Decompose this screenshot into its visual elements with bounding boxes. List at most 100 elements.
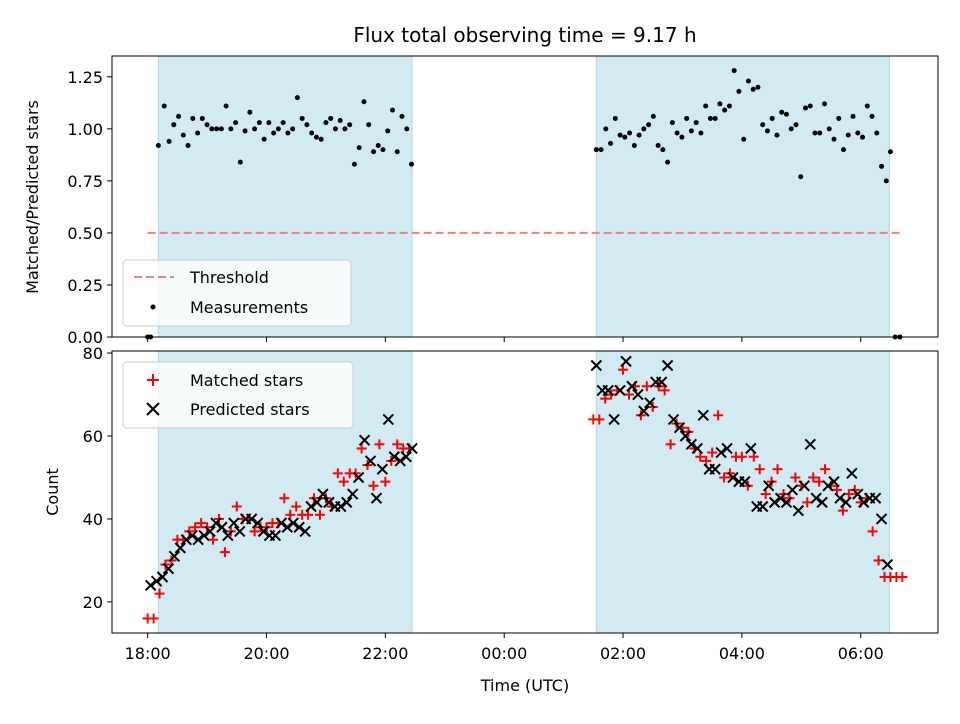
matched-star-marker: [219, 547, 230, 558]
x-tick-label: 04:00: [719, 644, 765, 663]
predicted-star-marker: [382, 413, 395, 426]
bottom-y-axis-label: Count: [43, 468, 62, 516]
matched-star-marker: [772, 464, 783, 475]
measurement-point: [408, 161, 414, 167]
predicted-star-marker: [287, 517, 299, 529]
y-tick-label: 0.25: [67, 276, 103, 295]
predicted-star-marker: [186, 529, 198, 542]
predicted-star-marker: [602, 384, 614, 397]
matched-star-marker: [897, 572, 908, 583]
predicted-star-marker: [780, 496, 793, 509]
predicted-legend-marker: [146, 402, 160, 416]
measurement-point: [612, 115, 618, 121]
matched-star-marker: [600, 393, 611, 404]
measurement-point: [598, 147, 604, 153]
measurement-point: [256, 120, 262, 126]
predicted-star-marker: [234, 525, 246, 538]
predicted-star-marker: [406, 442, 418, 455]
measurement-point: [247, 109, 253, 115]
predicted-star-marker: [180, 533, 192, 546]
matched-legend-label: Matched stars: [190, 371, 303, 390]
y-tick-label: 0.75: [67, 172, 103, 191]
predicted-star-marker: [222, 529, 234, 542]
measurement-point: [717, 101, 723, 107]
measurement-point: [855, 130, 861, 136]
matched-star-marker: [641, 381, 652, 392]
predicted-star-marker: [691, 442, 704, 455]
predicted-star-marker: [174, 542, 187, 554]
measurement-point: [218, 126, 224, 132]
measurement-point: [831, 136, 837, 142]
measurement-point: [313, 134, 319, 140]
measurement-point: [793, 122, 799, 128]
measurement-point: [712, 115, 718, 121]
predicted-star-marker: [216, 521, 228, 533]
measurement-point: [821, 101, 827, 107]
measurement-point: [860, 134, 866, 140]
x-tick-label: 22:00: [362, 644, 408, 663]
predicted-star-marker: [792, 504, 805, 517]
predicted-star-marker: [822, 480, 834, 492]
predicted-star-marker: [721, 442, 733, 455]
measurement-point: [698, 130, 704, 136]
measurement-point: [693, 120, 699, 126]
predicted-legend-label: Predicted stars: [190, 400, 310, 419]
matched-star-marker: [760, 489, 771, 500]
x-axis-label: Time (UTC): [480, 676, 569, 695]
matched-star-marker: [808, 472, 819, 483]
measurement-point: [237, 159, 243, 165]
predicted-star-marker: [673, 422, 686, 434]
predicted-star-marker: [638, 405, 650, 417]
measurement-point: [679, 134, 685, 140]
x-tick-label: 00:00: [481, 644, 527, 663]
matched-star-marker: [831, 484, 842, 495]
matched-star-marker: [303, 509, 314, 520]
measurement-point: [171, 122, 177, 128]
ratio-panel: 0.00 0.25 0.50 0.75 1.00 1.25 Flux total obse…: [23, 23, 939, 347]
measurement-point: [351, 161, 357, 167]
predicted-star-marker: [858, 496, 870, 509]
measurement-point: [242, 128, 248, 134]
predicted-star-marker: [364, 455, 377, 467]
measurement-point: [883, 178, 889, 184]
x-tick-label: 02:00: [600, 644, 646, 663]
predicted-star-marker: [257, 525, 270, 538]
measurement-point: [285, 130, 291, 136]
predicted-star-marker: [632, 388, 644, 401]
measurement-point: [252, 126, 258, 132]
predicted-star-marker: [655, 376, 668, 388]
bottom-legend: Matched stars Predicted stars: [122, 361, 354, 429]
predicted-star-marker: [756, 500, 769, 513]
predicted-star-marker: [774, 492, 787, 504]
measurement-point: [304, 122, 310, 128]
measurement-point: [608, 140, 614, 146]
predicted-star-marker: [881, 558, 894, 571]
measurement-point: [190, 115, 196, 121]
predicted-star-marker: [192, 533, 204, 546]
predicted-star-marker: [400, 451, 412, 463]
measurement-point: [394, 149, 400, 155]
matched-star-marker: [695, 451, 706, 462]
measurement-point: [646, 122, 652, 128]
measurement-point: [271, 130, 277, 136]
measurement-point: [399, 113, 405, 119]
measurement-point: [812, 130, 818, 136]
matched-star-marker: [623, 389, 634, 400]
predicted-star-marker: [768, 496, 781, 509]
measurement-point: [769, 115, 775, 121]
predicted-star-marker: [685, 438, 698, 451]
predicted-star-marker: [150, 575, 163, 587]
measurement-point: [879, 163, 885, 169]
measurements-legend-marker: [150, 304, 156, 310]
measurement-point: [361, 99, 367, 105]
measurement-point: [593, 147, 599, 153]
measurement-point: [826, 126, 832, 132]
x-tick-label: 06:00: [838, 644, 884, 663]
measurement-point: [807, 103, 813, 109]
predicted-star-marker: [608, 413, 620, 426]
measurement-point: [275, 126, 281, 132]
predicted-star-marker: [644, 397, 656, 409]
matched-star-marker: [208, 534, 219, 545]
measurements-legend-label: Measurements: [190, 298, 308, 317]
matched-star-marker: [594, 414, 605, 425]
